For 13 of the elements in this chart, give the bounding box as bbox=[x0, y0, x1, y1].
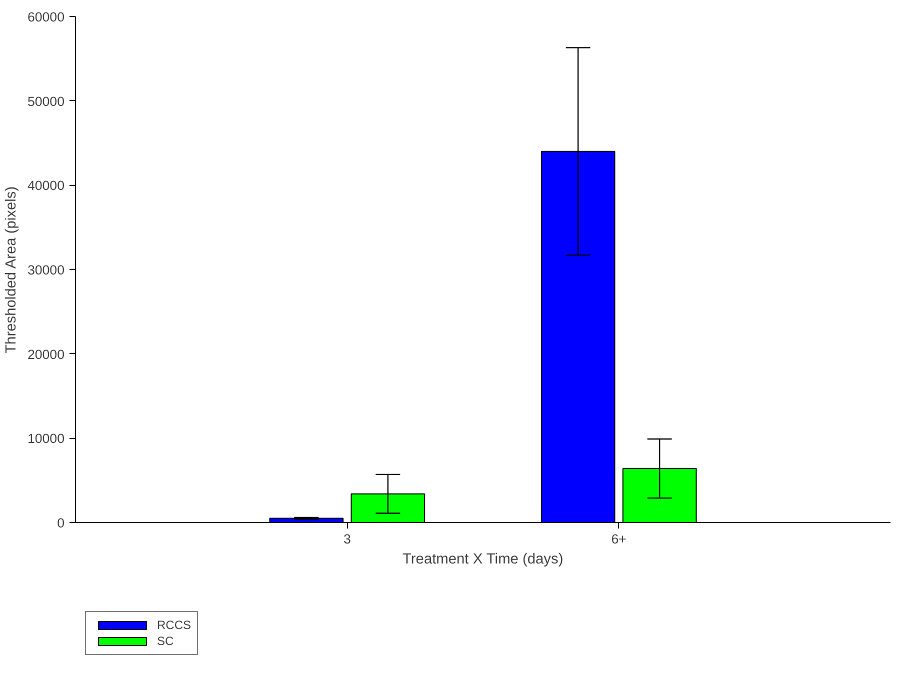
y-tick-label: 50000 bbox=[27, 94, 64, 109]
y-tick-label: 10000 bbox=[27, 431, 64, 446]
x-tick-label: 3 bbox=[343, 532, 351, 546]
legend-label: SC bbox=[157, 634, 175, 648]
y-tick-label: 0 bbox=[57, 516, 65, 530]
y-axis-title: Thresholded Area (pixels) bbox=[3, 186, 20, 354]
legend-label: RCCS bbox=[157, 618, 192, 632]
y-tick-label: 60000 bbox=[27, 10, 64, 24]
y-tick-label: 30000 bbox=[27, 262, 64, 278]
y-tick-label: 20000 bbox=[27, 346, 64, 362]
x-axis-title: Treatment X Time (days) bbox=[402, 552, 564, 568]
y-tick-label: 40000 bbox=[27, 178, 64, 194]
x-tick-label: 6+ bbox=[611, 532, 627, 546]
